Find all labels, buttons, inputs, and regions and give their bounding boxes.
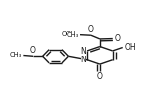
Text: CH₃: CH₃ [10,52,22,58]
Text: OH: OH [125,43,136,52]
Text: N: N [81,47,86,56]
Text: O: O [97,72,103,81]
Text: O: O [30,46,36,55]
Text: CH₃: CH₃ [67,31,79,38]
Text: O: O [88,25,94,34]
Text: OCH₃: OCH₃ [62,31,79,37]
Text: N: N [81,55,86,64]
Text: O: O [115,34,121,43]
